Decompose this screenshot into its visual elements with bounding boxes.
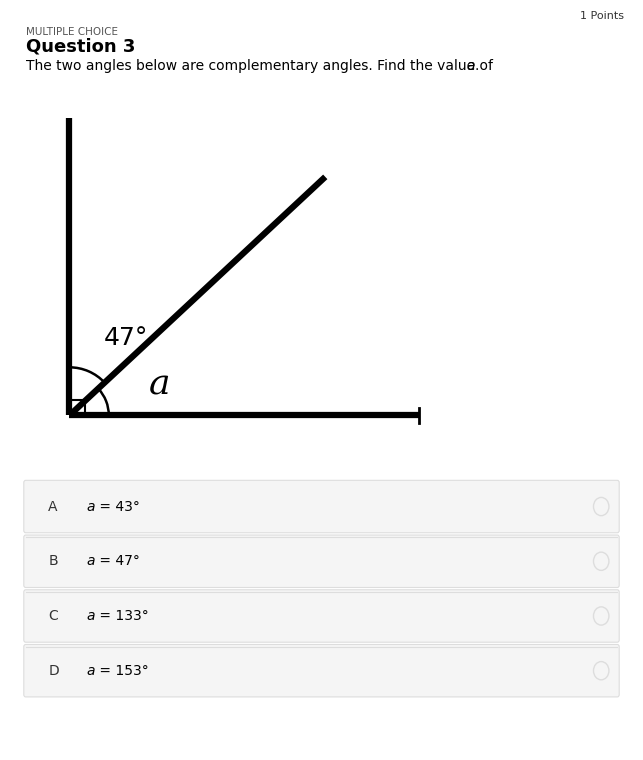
Text: D: D bbox=[48, 663, 59, 678]
Text: = 47°: = 47° bbox=[95, 554, 140, 568]
Text: a: a bbox=[87, 499, 95, 514]
Text: C: C bbox=[48, 609, 58, 623]
Text: = 153°: = 153° bbox=[95, 663, 149, 678]
Text: a: a bbox=[149, 367, 170, 401]
Text: a: a bbox=[87, 609, 95, 623]
Text: .: . bbox=[475, 59, 479, 73]
Text: = 43°: = 43° bbox=[95, 499, 140, 514]
Text: MULTIPLE CHOICE: MULTIPLE CHOICE bbox=[26, 27, 118, 36]
Text: A: A bbox=[48, 499, 58, 514]
Text: a: a bbox=[87, 663, 95, 678]
Text: a: a bbox=[467, 59, 475, 73]
Text: Question 3: Question 3 bbox=[26, 38, 135, 56]
Text: B: B bbox=[48, 554, 58, 568]
Text: 1 Points: 1 Points bbox=[580, 11, 624, 21]
Text: 47°: 47° bbox=[104, 325, 148, 350]
Text: The two angles below are complementary angles. Find the value of: The two angles below are complementary a… bbox=[26, 59, 497, 73]
Text: = 133°: = 133° bbox=[95, 609, 149, 623]
Text: a: a bbox=[87, 554, 95, 568]
